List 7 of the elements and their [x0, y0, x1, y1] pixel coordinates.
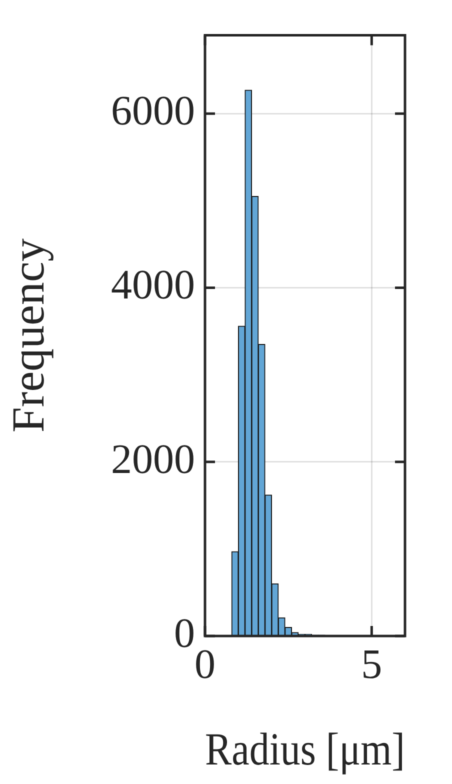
y-tick-label: 4000 [111, 262, 195, 309]
x-tick-label: 5 [361, 642, 382, 688]
y-tick-label: 6000 [111, 88, 195, 135]
y-tick-label: 2000 [111, 436, 195, 483]
y-axis-title: Frequency [2, 238, 54, 433]
x-axis-title: Radius [μm] [205, 724, 405, 776]
y-tick-label: 0 [174, 611, 195, 658]
